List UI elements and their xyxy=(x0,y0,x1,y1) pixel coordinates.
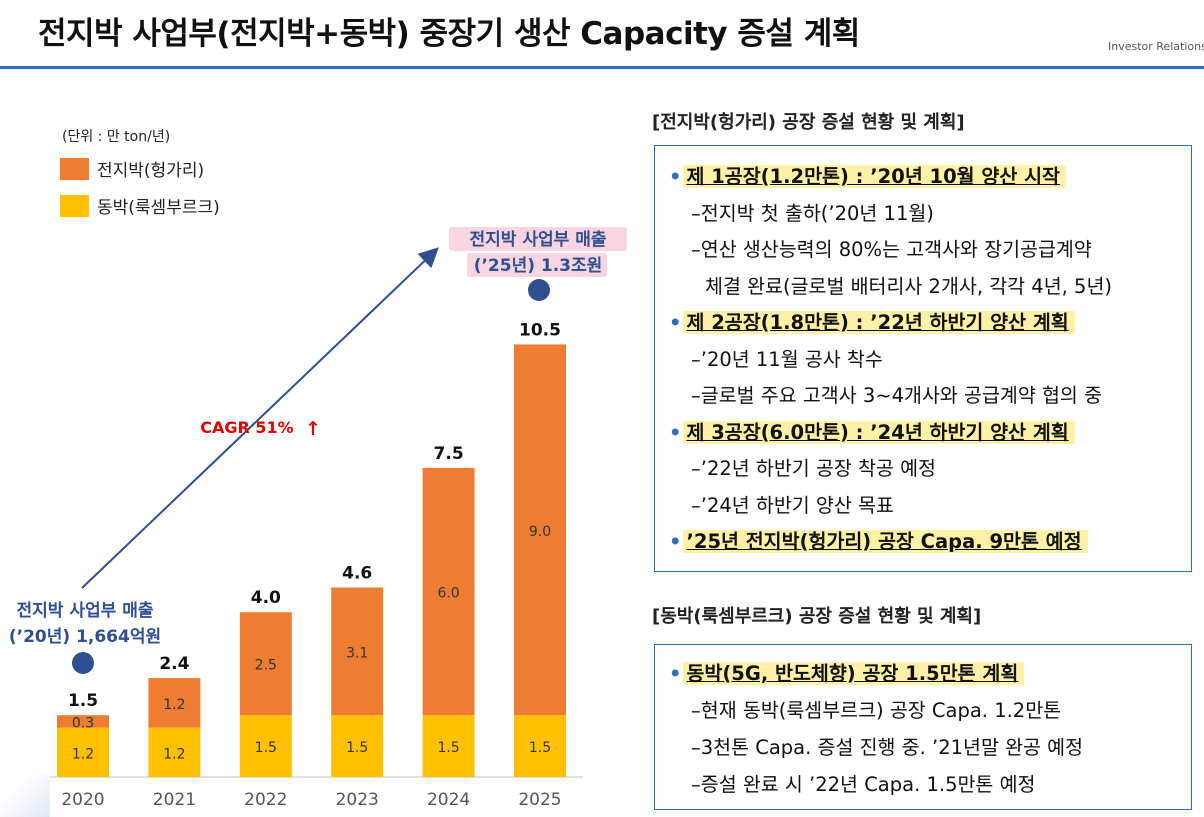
bar-segment-battery-2023 xyxy=(331,587,384,716)
bar-segment-battery-2021 xyxy=(148,678,201,728)
data-label-copper-2020: 1.2 xyxy=(72,746,94,762)
bar-segment-copper-2023 xyxy=(331,715,384,777)
total-label-2024: 7.5 xyxy=(434,444,464,464)
legend-item-luxembourg: 동박(룩셈부르크) xyxy=(60,193,220,218)
hungary-plan-detail-8: –’22년 하반기 공장 착공 예정 xyxy=(691,457,936,480)
start-revenue-label-line2: (’20년) 1,664억원 xyxy=(9,627,161,647)
hungary-plan-detail-2: –연산 생산능력의 80%는 고객사와 장기공급계약 xyxy=(691,238,1092,261)
total-label-2021: 2.4 xyxy=(159,654,189,674)
total-label-2023: 4.6 xyxy=(342,563,372,583)
legend-swatch-hungary xyxy=(60,157,89,180)
hungary-plan-detail-1: –전지박 첫 출하(’20년 11월) xyxy=(691,201,934,225)
hungary-plan-detail-5: –’20년 11월 공사 착수 xyxy=(691,347,883,371)
growth-trend-arrow xyxy=(81,247,439,589)
hungary-plan-heading-7: • 제 3공장(6.0만톤) : ’24년 하반기 양산 계획 xyxy=(669,416,1075,445)
x-tick-label-2024: 2024 xyxy=(427,790,470,810)
bullet-icon: • xyxy=(669,662,682,685)
hungary-plan-detail-9: –’24년 하반기 양산 목표 xyxy=(691,493,894,517)
bullet-icon: • xyxy=(669,165,682,188)
bullet-icon: • xyxy=(669,420,682,444)
bar-segment-battery-2024 xyxy=(422,468,475,716)
hungary-plan-heading-text-0: 제 1공장(1.2만톤) : ’20년 10월 양산 시작 xyxy=(683,165,1066,188)
bar-segment-battery-2025 xyxy=(514,344,566,716)
data-label-copper-2022: 1.5 xyxy=(255,740,277,756)
data-label-battery-2024: 6.0 xyxy=(437,586,459,602)
ir-label: Investor Relations 2 xyxy=(1108,40,1204,53)
bar-segment-copper-2021 xyxy=(148,727,201,777)
data-label-battery-2020: 0.3 xyxy=(72,715,94,731)
bar-segment-copper-2024 xyxy=(422,715,475,777)
legend-swatch-luxembourg xyxy=(60,194,89,217)
legend-label-luxembourg: 동박(룩셈부르크) xyxy=(97,198,220,218)
x-tick-label-2025: 2025 xyxy=(518,790,561,810)
hungary-plan-detail-3: 체결 완료(글로벌 배터리사 2개사, 각각 4년, 5년) xyxy=(705,274,1113,298)
cagr-label: CAGR 51% xyxy=(200,418,293,437)
bar-segment-battery-2022 xyxy=(239,612,292,716)
bar-segment-battery-2020 xyxy=(57,715,109,728)
end-revenue-marker xyxy=(528,279,550,301)
data-label-battery-2023: 3.1 xyxy=(346,645,368,661)
end-revenue-label-line1: 전지박 사업부 매출 xyxy=(470,230,607,250)
end-revenue-label-line2: (’25년) 1.3조원 xyxy=(474,256,603,276)
title-rule xyxy=(0,66,1204,69)
x-tick-label-2023: 2023 xyxy=(336,790,379,810)
hungary-plan-heading-10: • ’25년 전지박(헝가리) 공장 Capa. 9만톤 예정 xyxy=(669,525,1088,554)
luxembourg-plan-detail-3: –증설 완료 시 ’22년 Capa. 1.5만톤 예정 xyxy=(691,773,1036,796)
end-revenue-highlight-1 xyxy=(449,227,627,251)
x-tick-label-2021: 2021 xyxy=(153,790,196,810)
bullet-icon: • xyxy=(669,530,682,553)
bar-segment-copper-2020 xyxy=(57,727,109,777)
data-label-copper-2021: 1.2 xyxy=(163,746,185,762)
luxembourg-section-title: [동박(룩셈부르크) 공장 증설 현황 및 계획] xyxy=(652,606,982,627)
data-label-copper-2024: 1.5 xyxy=(437,740,459,756)
page-title: 전지박 사업부(전지박+동박) 중장기 생산 Capacity 증설 계획 xyxy=(38,16,860,52)
total-label-2020: 1.5 xyxy=(68,691,98,711)
x-tick-label-2022: 2022 xyxy=(244,790,287,810)
end-revenue-highlight-2 xyxy=(467,253,607,277)
hungary-plan-box: • 제 1공장(1.2만톤) : ’20년 10월 양산 시작 –전지박 첫 출하(… xyxy=(654,145,1192,572)
chart-unit-label: (단위 : 만 ton/년) xyxy=(62,129,171,145)
data-label-battery-2025: 9.0 xyxy=(529,524,551,540)
luxembourg-plan-heading-0: • 동박(5G, 반도체향) 공장 1.5만톤 계획 xyxy=(669,657,1025,686)
bullet-icon: • xyxy=(669,311,682,334)
x-tick-label-2020: 2020 xyxy=(61,790,104,810)
data-label-copper-2025: 1.5 xyxy=(529,740,551,756)
luxembourg-plan-detail-1: –현재 동박(룩셈부르크) 공장 Capa. 1.2만톤 xyxy=(691,699,1062,722)
hungary-section-title: [전지박(헝가리) 공장 증설 현황 및 계획] xyxy=(652,112,965,133)
legend-label-hungary: 전지박(헝가리) xyxy=(97,161,205,181)
hungary-plan-heading-text-4: 제 2공장(1.8만톤) : ’22년 하반기 양산 계획 xyxy=(683,311,1075,334)
data-label-copper-2023: 1.5 xyxy=(346,740,368,756)
hungary-plan-heading-text-10: ’25년 전지박(헝가리) 공장 Capa. 9만톤 예정 xyxy=(683,530,1088,553)
cagr-up-arrow-icon: ↑ xyxy=(305,418,321,440)
total-label-2025: 10.5 xyxy=(519,320,561,340)
legend-item-hungary: 전지박(헝가리) xyxy=(60,156,204,181)
bar-segment-copper-2025 xyxy=(514,715,566,777)
data-label-battery-2021: 1.2 xyxy=(163,697,185,713)
luxembourg-plan-detail-2: –3천톤 Capa. 증설 진행 중. ’21년말 완공 예정 xyxy=(691,736,1084,759)
start-revenue-label-line1: 전지박 사업부 매출 xyxy=(17,601,154,621)
hungary-plan-heading-text-7: 제 3공장(6.0만톤) : ’24년 하반기 양산 계획 xyxy=(683,420,1075,444)
capacity-bar-chart: 1.2 0.3 1.5 2020 1.2 1.2 2.4 2021 1.5 2.5 4.0 2022 1… xyxy=(9,227,627,810)
hungary-plan-heading-0: • 제 1공장(1.2만톤) : ’20년 10월 양산 시작 xyxy=(669,160,1066,189)
data-label-battery-2022: 2.5 xyxy=(255,658,277,674)
luxembourg-plan-heading-text-0: 동박(5G, 반도체향) 공장 1.5만톤 계획 xyxy=(683,662,1025,685)
hungary-plan-detail-6: –글로벌 주요 고객사 3~4개사와 공급계약 협의 중 xyxy=(691,384,1103,407)
total-label-2022: 4.0 xyxy=(251,588,281,608)
hungary-plan-heading-4: • 제 2공장(1.8만톤) : ’22년 하반기 양산 계획 xyxy=(669,306,1075,335)
footer-decoration xyxy=(0,775,50,817)
luxembourg-plan-box: • 동박(5G, 반도체향) 공장 1.5만톤 계획 –현재 동박(룩셈부르크) 공… xyxy=(654,644,1192,810)
bar-segment-copper-2022 xyxy=(239,715,292,777)
start-revenue-marker xyxy=(72,652,94,674)
